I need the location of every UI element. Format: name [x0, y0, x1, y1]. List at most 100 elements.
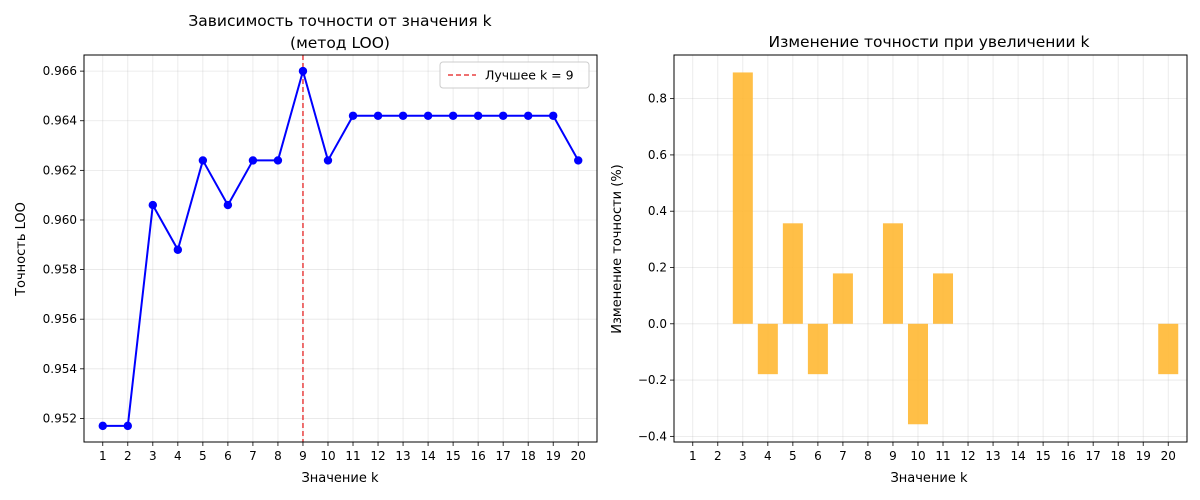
change-bar — [782, 223, 803, 324]
chart2-y-tick-label: −0.2 — [638, 373, 667, 387]
chart2-y-tick-label: 0.6 — [648, 148, 667, 162]
chart1-x-tick-label: 20 — [571, 449, 586, 463]
chart2-y-axis-label: Изменение точности (%) — [610, 164, 625, 333]
chart2-y-tick-label: 0.0 — [648, 317, 667, 331]
chart2-x-tick-label: 8 — [864, 449, 872, 463]
accuracy-point — [273, 156, 283, 165]
chart2-x-tick-label: 20 — [1161, 449, 1176, 463]
change-bar — [907, 323, 928, 425]
chart1-x-tick-label: 1 — [99, 449, 107, 463]
accuracy-point — [473, 111, 483, 120]
chart2-title: Изменение точности при увеличении k — [769, 33, 1090, 51]
chart1-title-line1: Зависимость точности от значения k — [188, 12, 491, 30]
change-bar — [807, 323, 828, 375]
chart1-series — [98, 66, 583, 431]
chart1-x-tick-label: 16 — [470, 449, 485, 463]
accuracy-point — [298, 66, 308, 76]
chart2-x-tick-label: 1 — [689, 449, 697, 463]
accuracy-point — [123, 421, 132, 431]
chart2-x-tick-label: 6 — [814, 449, 822, 463]
chart2-x-tick-label: 7 — [839, 449, 847, 463]
chart1-y-tick-label: 0.964 — [43, 114, 77, 128]
chart1-y-tick-label: 0.952 — [43, 411, 77, 425]
accuracy-point — [574, 156, 583, 165]
chart2-x-tick-label: 18 — [1111, 449, 1126, 463]
chart1-x-tick-label: 19 — [546, 449, 561, 463]
accuracy-point — [523, 111, 533, 120]
chart2-x-tick-label: 11 — [935, 449, 950, 463]
chart2-x-tick-label: 19 — [1136, 449, 1151, 463]
chart1-x-tick-label: 6 — [224, 449, 232, 463]
chart1-legend: Лучшее k = 9 — [439, 61, 590, 89]
accuracy-point — [198, 156, 208, 165]
chart1-y-tick-label: 0.958 — [43, 263, 77, 277]
chart1-x-tick-label: 10 — [320, 449, 335, 463]
chart2-x-tick-label: 12 — [960, 449, 975, 463]
chart1-x-ticks: 1 2 3 4 5 6 7 8 9 10 11 12 13 14 15 16 17 18 19 20 — [99, 442, 586, 463]
chart2-x-tick-label: 14 — [1010, 449, 1025, 463]
chart1-x-tick-label: 18 — [521, 449, 536, 463]
accuracy-point — [423, 111, 433, 120]
change-bar — [933, 273, 954, 324]
chart1-x-tick-label: 2 — [124, 449, 132, 463]
chart1-x-tick-label: 5 — [199, 449, 207, 463]
change-bar — [882, 223, 903, 324]
chart1-x-tick-label: 7 — [249, 449, 257, 463]
chart2-bars — [732, 72, 1179, 425]
chart1-x-axis-label: Значение k — [301, 471, 379, 486]
change-bar — [832, 273, 853, 324]
chart1-x-tick-label: 11 — [345, 449, 360, 463]
accuracy-point — [348, 111, 358, 120]
chart2-y-ticks: −0.4 −0.2 0.0 0.2 0.4 0.6 0.8 — [638, 92, 674, 443]
chart1-y-tick-label: 0.956 — [43, 312, 77, 326]
chart1-y-tick-label: 0.954 — [43, 362, 77, 376]
accuracy-point — [223, 200, 233, 210]
accuracy-point — [248, 156, 258, 165]
chart1-x-tick-label: 13 — [395, 449, 410, 463]
chart1-x-tick-label: 3 — [149, 449, 157, 463]
chart1-x-tick-label: 8 — [274, 449, 282, 463]
chart2-x-tick-label: 9 — [889, 449, 897, 463]
chart1-x-tick-label: 4 — [174, 449, 182, 463]
chart2-x-tick-label: 3 — [739, 449, 747, 463]
chart1-y-tick-label: 0.960 — [43, 213, 77, 227]
chart1-y-ticks: 0.952 0.954 0.956 0.958 0.960 0.962 0.964 0.966 — [43, 64, 84, 425]
chart2-x-tick-label: 16 — [1060, 449, 1075, 463]
change-bar — [1158, 323, 1179, 375]
chart1-x-tick-label: 15 — [445, 449, 460, 463]
chart1-grid — [84, 55, 597, 442]
chart1-y-tick-label: 0.962 — [43, 163, 77, 177]
chart2-x-tick-label: 15 — [1035, 449, 1050, 463]
accuracy-point — [549, 111, 558, 120]
change-bar — [757, 323, 778, 375]
chart2-x-tick-label: 10 — [910, 449, 925, 463]
accuracy-point — [373, 111, 383, 120]
chart1-x-tick-label: 12 — [370, 449, 385, 463]
accuracy-point — [323, 156, 333, 165]
accuracy-point — [98, 421, 107, 431]
accuracy-point — [398, 111, 408, 120]
chart2-y-tick-label: 0.8 — [648, 92, 667, 106]
chart2-x-tick-label: 2 — [714, 449, 722, 463]
change-bar — [732, 72, 753, 324]
chart1-x-tick-label: 17 — [496, 449, 511, 463]
legend-label: Лучшее k = 9 — [485, 68, 574, 83]
accuracy-point — [448, 111, 458, 120]
chart1-x-tick-label: 14 — [420, 449, 435, 463]
chart2-x-tick-label: 5 — [789, 449, 797, 463]
chart2-x-tick-label: 17 — [1086, 449, 1101, 463]
chart2-x-tick-label: 13 — [985, 449, 1000, 463]
chart2-y-tick-label: 0.4 — [648, 204, 667, 218]
chart1-y-tick-label: 0.966 — [43, 64, 77, 78]
accuracy-point — [498, 111, 508, 120]
chart2-x-tick-label: 4 — [764, 449, 772, 463]
chart2-y-tick-label: 0.2 — [648, 260, 667, 274]
chart2-x-ticks: 1 2 3 4 5 6 7 8 9 10 11 12 13 14 15 16 17 18 19 20 — [689, 442, 1176, 463]
chart2-axes-frame — [673, 54, 1188, 443]
accuracy-point — [173, 245, 183, 254]
chart1-title-line2: (метод LOO) — [290, 34, 390, 52]
accuracy-point — [148, 200, 158, 210]
chart2-y-tick-label: −0.4 — [638, 429, 667, 443]
